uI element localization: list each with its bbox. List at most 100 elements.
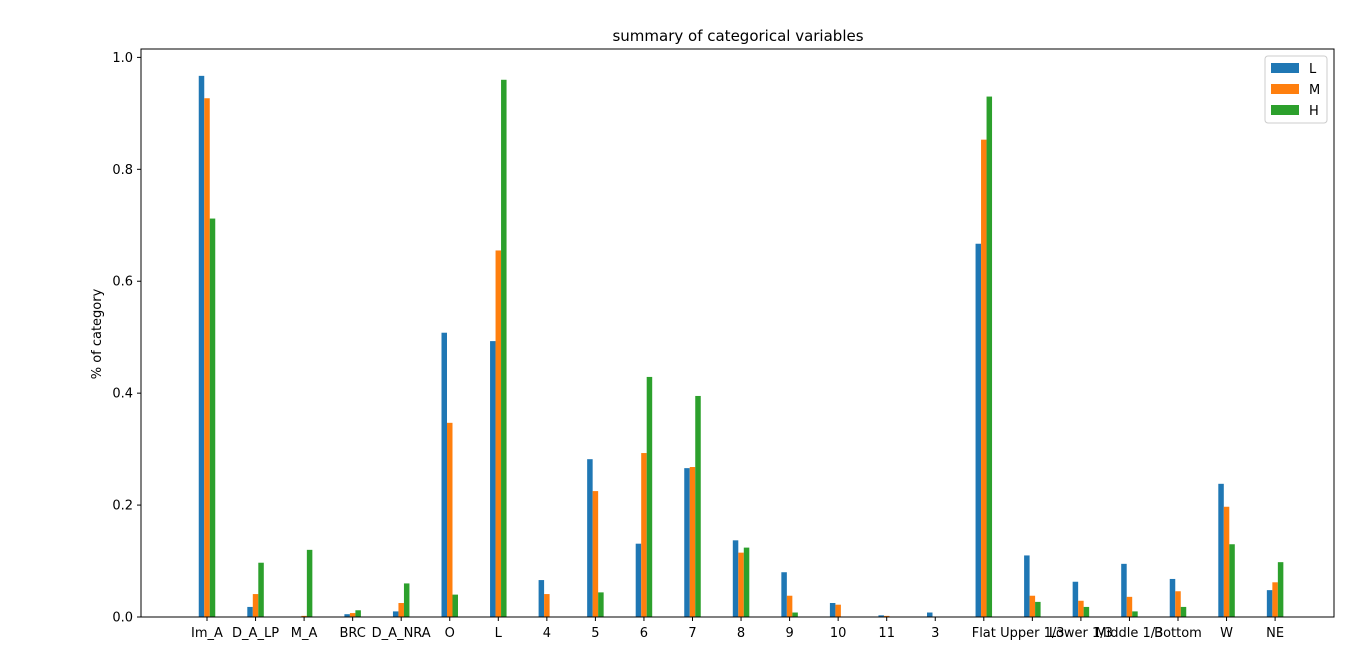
bar-l-6 <box>490 341 496 617</box>
y-tick-label: 0.4 <box>112 387 133 402</box>
x-tick-label: Bottom <box>1154 626 1202 641</box>
bar-m-10 <box>689 467 696 617</box>
bar-m-12 <box>786 595 793 617</box>
bar-m-9 <box>641 453 647 617</box>
bar-l-5 <box>441 332 447 617</box>
y-tick-label: 0.8 <box>112 163 133 178</box>
x-tick-label: Lower 1/3 <box>1049 626 1113 641</box>
bars-group <box>198 75 1284 618</box>
legend: LMH <box>1264 55 1328 124</box>
bar-l-20 <box>1169 578 1176 617</box>
y-axis-ticks: 0.0 0.2 0.4 0.6 0.8 1.0 <box>112 51 141 626</box>
x-tick-label: Upper 1/3 <box>1000 626 1064 641</box>
x-axis-ticks: Im_A D_A_LP M_A BRC D_A_NRA O L 4 5 6 7 8 9 10 11 3 Flat… <box>191 617 1284 641</box>
x-tick-label: 3 <box>931 626 939 641</box>
bar-l-21 <box>1218 483 1224 617</box>
y-tick-label: 0.6 <box>112 275 133 290</box>
bar-h-17 <box>1035 601 1041 617</box>
bar-h-5 <box>452 594 458 617</box>
bar-h-9 <box>646 376 653 617</box>
bar-h-16 <box>986 96 993 617</box>
legend-label-l: L <box>1309 62 1317 77</box>
bar-m-18 <box>1078 600 1084 617</box>
x-tick-label: 5 <box>591 626 599 641</box>
bar-m-2 <box>301 615 307 617</box>
x-tick-label: D_A_LP <box>232 626 279 641</box>
x-tick-label: 9 <box>785 626 793 641</box>
x-tick-label: 11 <box>878 626 895 641</box>
bar-l-8 <box>587 459 593 617</box>
legend-label-h: H <box>1309 104 1319 119</box>
legend-swatch-h <box>1271 105 1299 115</box>
bar-l-16 <box>975 243 982 618</box>
bar-m-16 <box>981 139 987 617</box>
x-tick-label: NE <box>1266 626 1284 641</box>
bar-l-17 <box>1024 555 1030 617</box>
y-tick-label: 0.2 <box>112 499 133 514</box>
x-tick-label: O <box>445 626 455 641</box>
bar-m-13 <box>835 604 841 617</box>
bar-l-4 <box>392 611 399 617</box>
legend-swatch-m <box>1271 84 1299 94</box>
bar-h-10 <box>695 395 701 617</box>
bar-h-21 <box>1229 544 1235 617</box>
x-tick-label: 4 <box>543 626 551 641</box>
bar-l-15 <box>927 612 933 617</box>
bar-h-2 <box>306 549 313 617</box>
x-tick-label: 7 <box>688 626 696 641</box>
bar-m-17 <box>1029 595 1036 617</box>
x-tick-label: 8 <box>737 626 745 641</box>
bar-l-11 <box>732 540 739 617</box>
bar-h-18 <box>1083 606 1090 617</box>
bar-m-3 <box>349 613 356 617</box>
x-tick-label: 6 <box>640 626 648 641</box>
bar-l-14 <box>878 615 884 617</box>
bar-l-13 <box>829 603 836 617</box>
bar-m-4 <box>398 603 404 617</box>
bar-h-3 <box>355 610 361 617</box>
plot-frame <box>140 48 1335 618</box>
bar-h-8 <box>598 592 604 617</box>
legend-swatch-l <box>1271 63 1299 73</box>
bar-m-20 <box>1175 591 1181 617</box>
bar-l-7 <box>538 580 545 617</box>
bar-h-12 <box>792 612 798 617</box>
bar-l-3 <box>344 614 350 617</box>
bar-l-1 <box>247 606 253 617</box>
x-tick-label: M_A <box>291 626 318 641</box>
bar-h-6 <box>501 79 507 617</box>
x-tick-label: Flat <box>972 626 996 641</box>
bar-m-14 <box>883 615 890 617</box>
bar-m-6 <box>495 250 502 617</box>
bar-m-7 <box>544 594 550 617</box>
y-tick-label: 0.0 <box>112 611 133 626</box>
bar-l-12 <box>781 572 787 617</box>
bar-h-4 <box>403 583 410 617</box>
bar-h-1 <box>258 562 264 617</box>
x-tick-label: L <box>495 626 503 641</box>
x-tick-label: Im_A <box>191 626 223 641</box>
bar-m-19 <box>1126 596 1133 617</box>
x-tick-label: D_A_NRA <box>372 626 431 641</box>
bar-h-19 <box>1132 611 1138 617</box>
x-tick-label: W <box>1220 626 1233 641</box>
bar-m-5 <box>447 422 453 617</box>
bar-m-22 <box>1272 582 1278 617</box>
bar-m-0 <box>204 98 210 617</box>
bar-h-22 <box>1277 562 1284 617</box>
chart-title: summary of categorical variables <box>612 27 863 45</box>
bar-m-21 <box>1223 506 1230 617</box>
legend-label-m: M <box>1309 83 1320 98</box>
bar-m-8 <box>592 491 599 617</box>
bar-h-0 <box>209 218 216 617</box>
y-axis-label: % of category <box>90 288 105 379</box>
bar-m-11 <box>738 552 744 617</box>
x-tick-label: 10 <box>830 626 847 641</box>
bar-l-10 <box>684 468 690 617</box>
bar-l-9 <box>635 543 642 617</box>
bar-h-11 <box>743 547 750 617</box>
bar-l-19 <box>1121 563 1127 617</box>
x-tick-label: BRC <box>339 626 365 641</box>
bar-l-18 <box>1072 581 1079 617</box>
